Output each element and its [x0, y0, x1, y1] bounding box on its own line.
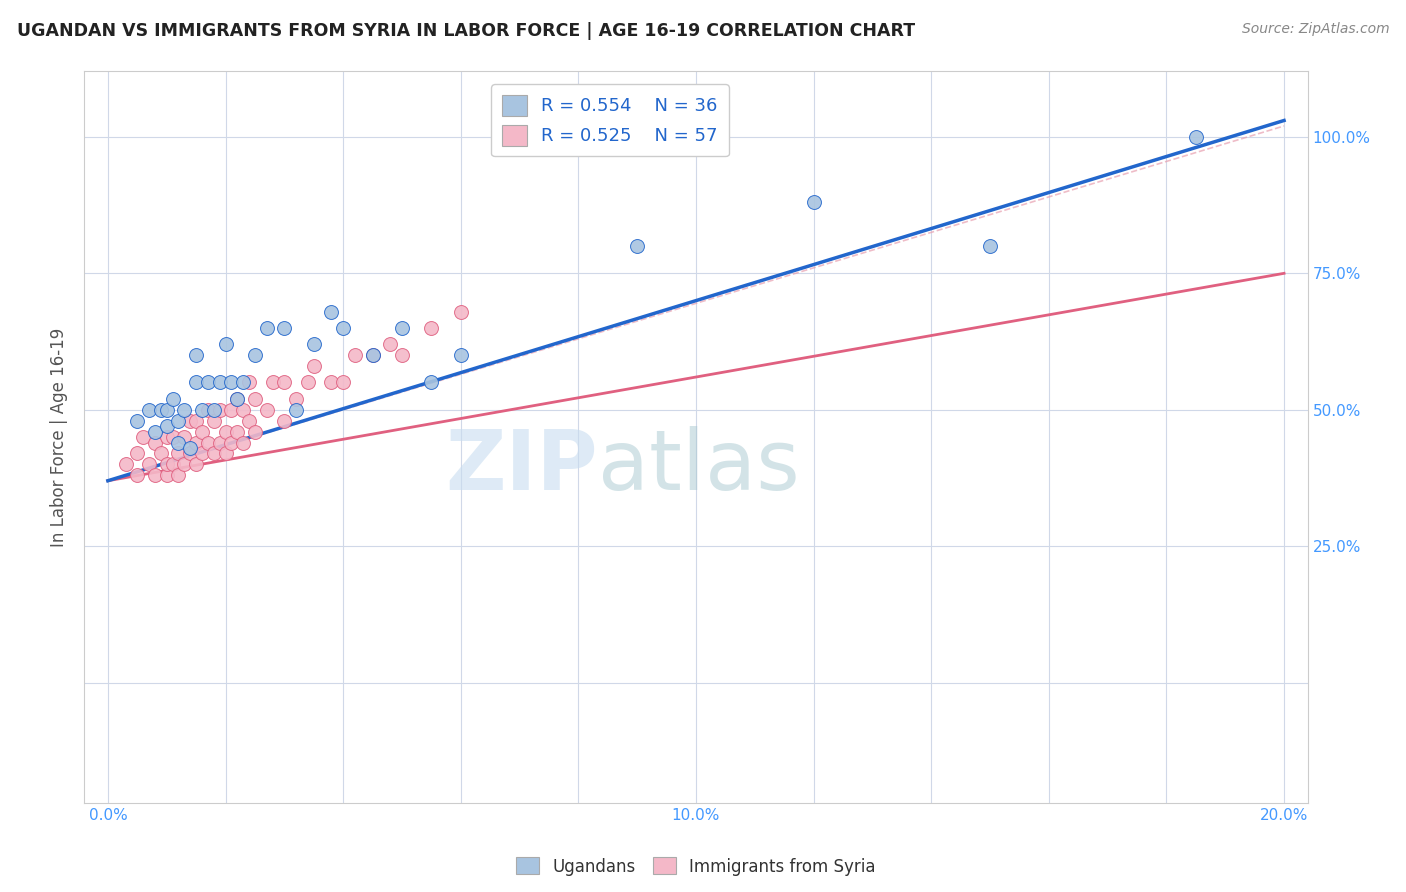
- Point: [273, 376, 295, 390]
- Point: [173, 402, 195, 417]
- Point: [321, 304, 343, 318]
- Point: [184, 414, 207, 428]
- Point: [361, 348, 384, 362]
- Point: [380, 337, 402, 351]
- Point: [214, 446, 236, 460]
- Point: [238, 376, 260, 390]
- Point: [238, 414, 260, 428]
- Point: [197, 376, 219, 390]
- Text: ZIP: ZIP: [446, 425, 598, 507]
- Point: [979, 239, 1001, 253]
- Point: [173, 430, 195, 444]
- Point: [202, 414, 225, 428]
- Point: [332, 376, 354, 390]
- Point: [149, 446, 172, 460]
- Point: [197, 402, 219, 417]
- Point: [149, 402, 172, 417]
- Point: [273, 414, 295, 428]
- Point: [391, 348, 413, 362]
- Point: [162, 458, 184, 472]
- Point: [214, 425, 236, 439]
- Point: [243, 425, 266, 439]
- Point: [156, 402, 179, 417]
- Point: [143, 435, 166, 450]
- Point: [197, 435, 219, 450]
- Point: [127, 446, 149, 460]
- Point: [221, 435, 243, 450]
- Point: [173, 458, 195, 472]
- Point: [156, 458, 179, 472]
- Point: [332, 321, 354, 335]
- Point: [450, 304, 472, 318]
- Point: [156, 419, 179, 434]
- Point: [132, 430, 155, 444]
- Point: [138, 402, 160, 417]
- Point: [321, 376, 343, 390]
- Point: [273, 321, 295, 335]
- Point: [243, 392, 266, 406]
- Point: [391, 321, 413, 335]
- Point: [167, 446, 190, 460]
- Point: [420, 376, 443, 390]
- Point: [221, 376, 243, 390]
- Point: [156, 468, 179, 483]
- Point: [1185, 129, 1208, 144]
- Point: [420, 321, 443, 335]
- Point: [285, 392, 308, 406]
- Point: [343, 348, 366, 362]
- Point: [285, 402, 308, 417]
- Point: [143, 468, 166, 483]
- Point: [262, 376, 284, 390]
- Point: [191, 402, 214, 417]
- Point: [221, 402, 243, 417]
- Point: [214, 337, 236, 351]
- Point: [114, 458, 136, 472]
- Point: [302, 337, 325, 351]
- Point: [184, 435, 207, 450]
- Point: [179, 441, 201, 455]
- Point: [226, 425, 249, 439]
- Point: [243, 348, 266, 362]
- Text: UGANDAN VS IMMIGRANTS FROM SYRIA IN LABOR FORCE | AGE 16-19 CORRELATION CHART: UGANDAN VS IMMIGRANTS FROM SYRIA IN LABO…: [17, 22, 915, 40]
- Point: [208, 435, 231, 450]
- Point: [184, 458, 207, 472]
- Point: [167, 435, 190, 450]
- Point: [256, 321, 278, 335]
- Y-axis label: In Labor Force | Age 16-19: In Labor Force | Age 16-19: [51, 327, 69, 547]
- Point: [232, 402, 254, 417]
- Point: [162, 392, 184, 406]
- Point: [138, 458, 160, 472]
- Point: [179, 414, 201, 428]
- Text: atlas: atlas: [598, 425, 800, 507]
- Point: [127, 468, 149, 483]
- Point: [626, 239, 648, 253]
- Point: [184, 376, 207, 390]
- Point: [143, 425, 166, 439]
- Point: [208, 402, 231, 417]
- Point: [226, 392, 249, 406]
- Point: [156, 430, 179, 444]
- Point: [191, 446, 214, 460]
- Point: [167, 468, 190, 483]
- Point: [232, 435, 254, 450]
- Point: [450, 348, 472, 362]
- Point: [191, 425, 214, 439]
- Point: [184, 348, 207, 362]
- Point: [127, 414, 149, 428]
- Point: [179, 446, 201, 460]
- Point: [361, 348, 384, 362]
- Point: [202, 446, 225, 460]
- Point: [803, 195, 825, 210]
- Point: [232, 376, 254, 390]
- Point: [226, 392, 249, 406]
- Point: [167, 414, 190, 428]
- Point: [256, 402, 278, 417]
- Text: Source: ZipAtlas.com: Source: ZipAtlas.com: [1241, 22, 1389, 37]
- Point: [208, 376, 231, 390]
- Point: [162, 430, 184, 444]
- Point: [297, 376, 319, 390]
- Legend: Ugandans, Immigrants from Syria: Ugandans, Immigrants from Syria: [509, 851, 883, 882]
- Point: [202, 402, 225, 417]
- Point: [302, 359, 325, 373]
